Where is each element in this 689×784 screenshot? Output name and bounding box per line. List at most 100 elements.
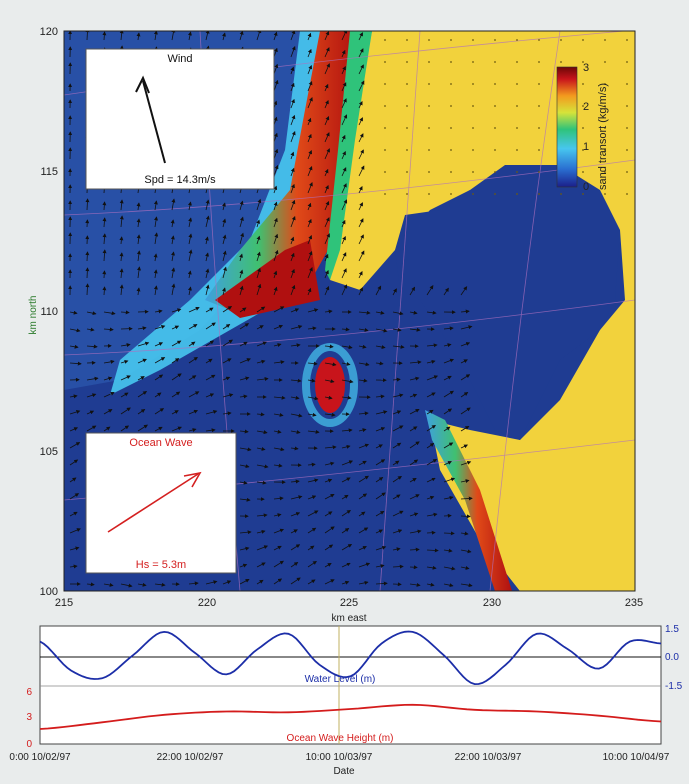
date-tick: 22:00 10/02/97: [157, 752, 224, 763]
wave-tick: 3: [26, 712, 32, 723]
land-dot: [538, 83, 540, 85]
water-tick: 1.5: [665, 624, 679, 635]
land-dot: [406, 83, 408, 85]
land-dot: [516, 105, 518, 107]
wind-inset: Wind Spd = 14.3m/s: [86, 49, 274, 189]
land-dot: [450, 61, 452, 63]
land-dot: [538, 193, 540, 195]
land-dot: [406, 105, 408, 107]
land-dot: [582, 83, 584, 85]
land-dot: [406, 149, 408, 151]
land-dot: [428, 105, 430, 107]
land-dot: [384, 171, 386, 173]
wave-inset: Ocean Wave Hs = 5.3m: [86, 433, 236, 573]
date-axis-label: Date: [333, 766, 355, 777]
land-dot: [604, 39, 606, 41]
x-tick: 230: [483, 597, 501, 609]
land-dot: [384, 193, 386, 195]
land-dot: [472, 61, 474, 63]
land-dot: [516, 61, 518, 63]
land-dot: [384, 83, 386, 85]
wave-tick: 0: [26, 739, 32, 750]
land-dot: [560, 39, 562, 41]
transport-vector: [87, 252, 88, 261]
water-tick: 0.0: [665, 652, 679, 663]
land-dot: [494, 83, 496, 85]
wave-title: Ocean Wave: [129, 437, 192, 449]
wave-height-label: Ocean Wave Height (m): [287, 733, 394, 744]
land-dot: [604, 61, 606, 63]
y-tick: 115: [40, 166, 58, 178]
land-dot: [494, 193, 496, 195]
land-dot: [450, 171, 452, 173]
land-dot: [428, 39, 430, 41]
timeseries-panel: Water Level (m) Ocean Wave Height (m) 1.…: [9, 624, 682, 777]
land-dot: [494, 39, 496, 41]
land-dot: [384, 127, 386, 129]
land-dot: [428, 171, 430, 173]
shoal-hotspot: [315, 357, 345, 413]
colorbar-tick: 0: [583, 181, 589, 193]
date-tick: 10:00 10/04/97: [603, 752, 670, 763]
land-dot: [516, 149, 518, 151]
land-dot: [450, 83, 452, 85]
y-tick: 110: [40, 306, 58, 318]
land-dot: [472, 149, 474, 151]
land-dot: [450, 105, 452, 107]
x-tick: 220: [198, 597, 216, 609]
land-dot: [516, 127, 518, 129]
land-dot: [516, 193, 518, 195]
land-dot: [604, 193, 606, 195]
land-dot: [626, 39, 628, 41]
land-dot: [406, 127, 408, 129]
land-dot: [384, 61, 386, 63]
land-dot: [428, 83, 430, 85]
land-dot: [406, 171, 408, 173]
x-tick: 235: [625, 597, 643, 609]
land-dot: [538, 171, 540, 173]
x-tick: 225: [340, 597, 358, 609]
land-dot: [428, 61, 430, 63]
land-dot: [626, 127, 628, 129]
land-dot: [406, 39, 408, 41]
colorbar-tick: 1: [583, 141, 589, 153]
land-dot: [626, 193, 628, 195]
land-dot: [560, 61, 562, 63]
transport-vector: [427, 533, 435, 534]
transport-vector: [444, 533, 454, 534]
land-dot: [472, 127, 474, 129]
land-dot: [560, 193, 562, 195]
date-tick: 0:00 10/02/97: [9, 752, 71, 763]
wave-height-label: Hs = 5.3m: [136, 559, 186, 571]
transport-vector: [87, 268, 88, 278]
land-dot: [538, 105, 540, 107]
land-dot: [450, 127, 452, 129]
y-tick: 105: [40, 446, 58, 458]
x-tick: 215: [55, 597, 73, 609]
date-tick: 22:00 10/03/97: [455, 752, 522, 763]
land-dot: [472, 193, 474, 195]
land-dot: [450, 193, 452, 195]
land-dot: [494, 61, 496, 63]
wave-tick: 6: [26, 687, 32, 698]
wind-speed-label: Spd = 14.3m/s: [144, 174, 216, 186]
land-dot: [472, 105, 474, 107]
land-dot: [406, 193, 408, 195]
land-dot: [406, 61, 408, 63]
land-dot: [538, 61, 540, 63]
land-dot: [428, 149, 430, 151]
land-dot: [626, 105, 628, 107]
land-dot: [626, 149, 628, 151]
land-dot: [626, 83, 628, 85]
water-tick: -1.5: [665, 681, 683, 692]
land-dot: [428, 127, 430, 129]
land-dot: [384, 39, 386, 41]
land-dot: [582, 39, 584, 41]
land-dot: [582, 171, 584, 173]
colorbar-label: sand transort (kg/m/s): [597, 83, 609, 190]
colorbar-tick: 3: [583, 62, 589, 74]
land-dot: [472, 171, 474, 173]
land-dot: [472, 39, 474, 41]
